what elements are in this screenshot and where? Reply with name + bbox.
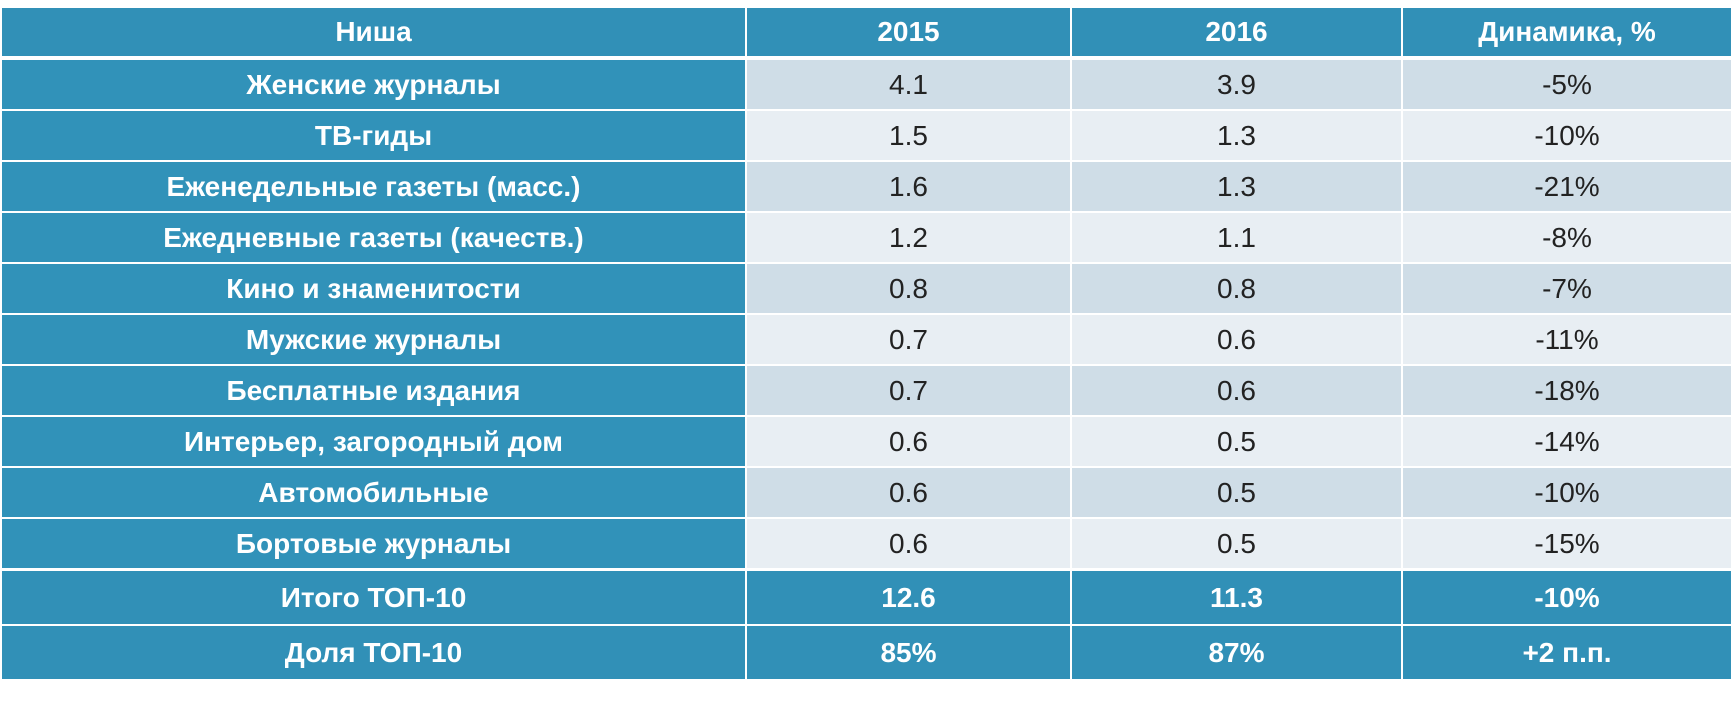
value-2015-cell: 0.7	[745, 364, 1072, 417]
table-row: Бесплатные издания 0.7 0.6 -18%	[0, 364, 1731, 417]
table-row: ТВ-гиды 1.5 1.3 -10%	[0, 109, 1731, 162]
total-label-cell: Итого ТОП-10	[0, 568, 747, 626]
share-2015-cell: 85%	[745, 624, 1072, 681]
value-2016-cell: 1.1	[1070, 211, 1403, 264]
niche-cell: Бортовые журналы	[0, 517, 747, 571]
value-2015-cell: 0.8	[745, 262, 1072, 315]
niche-cell: Мужские журналы	[0, 313, 747, 366]
total-2016-cell: 11.3	[1070, 568, 1403, 626]
value-2015-cell: 0.7	[745, 313, 1072, 366]
table-row: Мужские журналы 0.7 0.6 -11%	[0, 313, 1731, 366]
niche-cell: Еженедельные газеты (масс.)	[0, 160, 747, 213]
change-cell: -10%	[1401, 109, 1731, 162]
value-2016-cell: 3.9	[1070, 57, 1403, 111]
value-2016-cell: 0.5	[1070, 517, 1403, 571]
niche-cell: Ежедневные газеты (качеств.)	[0, 211, 747, 264]
value-2015-cell: 0.6	[745, 415, 1072, 468]
share-2016-cell: 87%	[1070, 624, 1403, 681]
share-row: Доля ТОП-10 85% 87% +2 п.п.	[0, 624, 1731, 681]
niche-cell: Бесплатные издания	[0, 364, 747, 417]
value-2016-cell: 1.3	[1070, 109, 1403, 162]
niche-table-container: Ниша 2015 2016 Динамика, % Женские журна…	[0, 6, 1731, 681]
change-cell: -21%	[1401, 160, 1731, 213]
change-cell: -10%	[1401, 466, 1731, 519]
header-2016: 2016	[1070, 6, 1403, 60]
table-row: Кино и знаменитости 0.8 0.8 -7%	[0, 262, 1731, 315]
niche-cell: Женские журналы	[0, 57, 747, 111]
table-row: Бортовые журналы 0.6 0.5 -15%	[0, 517, 1731, 571]
change-cell: -11%	[1401, 313, 1731, 366]
value-2016-cell: 1.3	[1070, 160, 1403, 213]
total-2015-cell: 12.6	[745, 568, 1072, 626]
niche-cell: ТВ-гиды	[0, 109, 747, 162]
change-cell: -18%	[1401, 364, 1731, 417]
value-2015-cell: 0.6	[745, 466, 1072, 519]
value-2015-cell: 1.2	[745, 211, 1072, 264]
value-2015-cell: 4.1	[745, 57, 1072, 111]
share-change-cell: +2 п.п.	[1401, 624, 1731, 681]
change-cell: -14%	[1401, 415, 1731, 468]
header-niche: Ниша	[0, 6, 747, 60]
table-row: Ежедневные газеты (качеств.) 1.2 1.1 -8%	[0, 211, 1731, 264]
value-2015-cell: 1.6	[745, 160, 1072, 213]
value-2015-cell: 1.5	[745, 109, 1072, 162]
header-change: Динамика, %	[1401, 6, 1731, 60]
table-body: Женские журналы 4.1 3.9 -5% ТВ-гиды 1.5 …	[0, 57, 1731, 571]
value-2016-cell: 0.5	[1070, 466, 1403, 519]
share-label-cell: Доля ТОП-10	[0, 624, 747, 681]
value-2016-cell: 0.6	[1070, 313, 1403, 366]
value-2016-cell: 0.6	[1070, 364, 1403, 417]
value-2015-cell: 0.6	[745, 517, 1072, 571]
value-2016-cell: 0.5	[1070, 415, 1403, 468]
niche-cell: Кино и знаменитости	[0, 262, 747, 315]
change-cell: -5%	[1401, 57, 1731, 111]
niche-cell: Автомобильные	[0, 466, 747, 519]
total-change-cell: -10%	[1401, 568, 1731, 626]
table-row: Женские журналы 4.1 3.9 -5%	[0, 57, 1731, 111]
value-2016-cell: 0.8	[1070, 262, 1403, 315]
change-cell: -7%	[1401, 262, 1731, 315]
table-totals: Итого ТОП-10 12.6 11.3 -10% Доля ТОП-10 …	[0, 568, 1731, 681]
header-2015: 2015	[745, 6, 1072, 60]
table-row: Автомобильные 0.6 0.5 -10%	[0, 466, 1731, 519]
table-row: Интерьер, загородный дом 0.6 0.5 -14%	[0, 415, 1731, 468]
total-row: Итого ТОП-10 12.6 11.3 -10%	[0, 568, 1731, 626]
niche-table: Ниша 2015 2016 Динамика, % Женские журна…	[0, 6, 1731, 681]
change-cell: -15%	[1401, 517, 1731, 571]
table-header: Ниша 2015 2016 Динамика, %	[0, 6, 1731, 60]
niche-cell: Интерьер, загородный дом	[0, 415, 747, 468]
table-row: Еженедельные газеты (масс.) 1.6 1.3 -21%	[0, 160, 1731, 213]
header-row: Ниша 2015 2016 Динамика, %	[0, 6, 1731, 60]
change-cell: -8%	[1401, 211, 1731, 264]
